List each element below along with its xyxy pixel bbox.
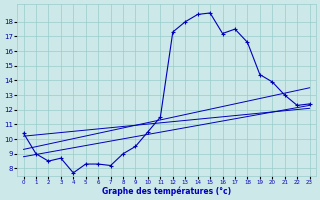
X-axis label: Graphe des températures (°c): Graphe des températures (°c) (102, 186, 231, 196)
